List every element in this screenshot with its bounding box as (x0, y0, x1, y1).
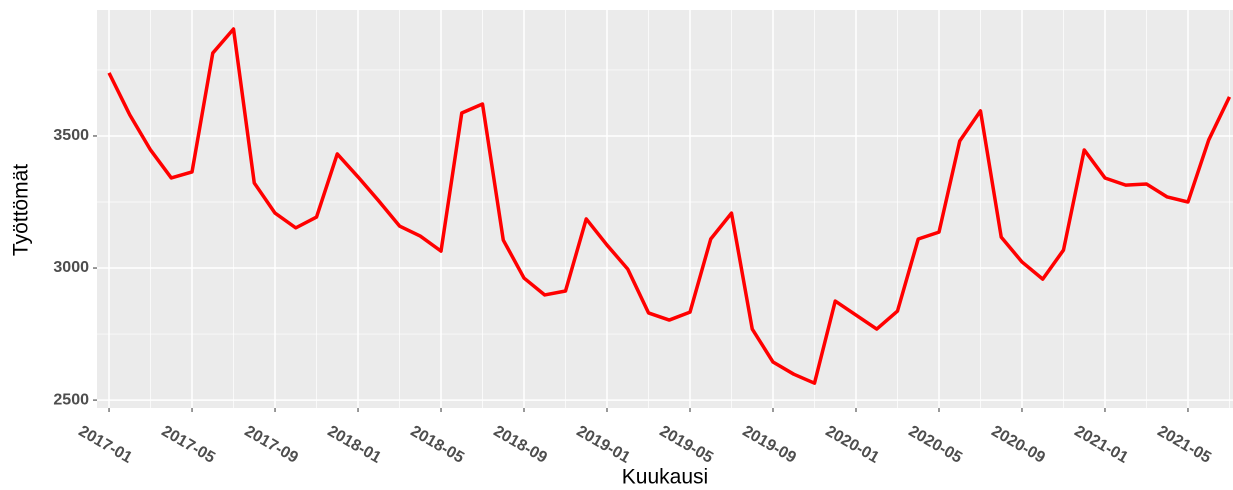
x-tick-label: 2020-09 (988, 423, 1047, 467)
x-tick-label: 2019-09 (739, 423, 798, 467)
x-tick-label: 2021-01 (1071, 423, 1130, 467)
x-tick-label: 2018-05 (407, 423, 466, 467)
x-tick-label: 2018-01 (324, 423, 383, 467)
x-axis-title: Kuukausi (622, 466, 708, 489)
plot-background (97, 10, 1233, 408)
x-tick-label: 2017-05 (158, 423, 217, 467)
x-tick-label: 2021-05 (1154, 423, 1213, 467)
x-tick-label: 2020-05 (905, 423, 964, 467)
x-tick-label: 2017-01 (75, 423, 134, 467)
x-tick-label: 2019-05 (656, 423, 715, 467)
x-tick-label: 2017-09 (241, 423, 300, 467)
y-axis-title: Työttömät (10, 164, 33, 256)
y-tick-label: 3000 (53, 259, 89, 276)
x-tick-label: 2019-01 (573, 423, 632, 467)
y-tick-label: 3500 (53, 127, 89, 144)
y-tick-label: 2500 (53, 391, 89, 408)
x-tick-label: 2020-01 (822, 423, 881, 467)
line (107, 27, 1232, 385)
x-tick-label: 2018-09 (490, 423, 549, 467)
